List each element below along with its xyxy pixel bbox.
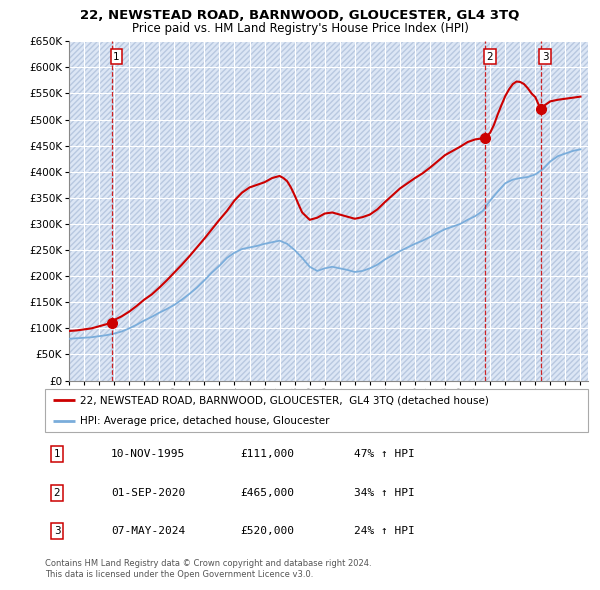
Text: 07-MAY-2024: 07-MAY-2024 bbox=[111, 526, 185, 536]
Text: 2: 2 bbox=[487, 51, 493, 61]
Text: HPI: Average price, detached house, Gloucester: HPI: Average price, detached house, Glou… bbox=[80, 417, 330, 426]
Text: £465,000: £465,000 bbox=[240, 488, 294, 497]
Text: This data is licensed under the Open Government Licence v3.0.: This data is licensed under the Open Gov… bbox=[45, 571, 313, 579]
Text: Price paid vs. HM Land Registry's House Price Index (HPI): Price paid vs. HM Land Registry's House … bbox=[131, 22, 469, 35]
Text: 10-NOV-1995: 10-NOV-1995 bbox=[111, 450, 185, 459]
Text: Contains HM Land Registry data © Crown copyright and database right 2024.: Contains HM Land Registry data © Crown c… bbox=[45, 559, 371, 568]
Text: 3: 3 bbox=[542, 51, 548, 61]
Text: 34% ↑ HPI: 34% ↑ HPI bbox=[354, 488, 415, 497]
Text: 1: 1 bbox=[113, 51, 120, 61]
Text: 01-SEP-2020: 01-SEP-2020 bbox=[111, 488, 185, 497]
Text: 3: 3 bbox=[53, 526, 61, 536]
Text: 2: 2 bbox=[53, 488, 61, 497]
Text: 24% ↑ HPI: 24% ↑ HPI bbox=[354, 526, 415, 536]
Text: 47% ↑ HPI: 47% ↑ HPI bbox=[354, 450, 415, 459]
Text: 1: 1 bbox=[53, 450, 61, 459]
Text: 22, NEWSTEAD ROAD, BARNWOOD, GLOUCESTER, GL4 3TQ: 22, NEWSTEAD ROAD, BARNWOOD, GLOUCESTER,… bbox=[80, 9, 520, 22]
FancyBboxPatch shape bbox=[45, 389, 588, 432]
Text: 22, NEWSTEAD ROAD, BARNWOOD, GLOUCESTER,  GL4 3TQ (detached house): 22, NEWSTEAD ROAD, BARNWOOD, GLOUCESTER,… bbox=[80, 395, 489, 405]
Text: £520,000: £520,000 bbox=[240, 526, 294, 536]
Text: £111,000: £111,000 bbox=[240, 450, 294, 459]
